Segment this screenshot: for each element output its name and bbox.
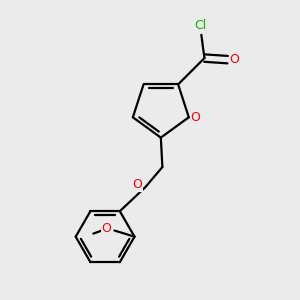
Text: Cl: Cl — [195, 19, 207, 32]
Text: O: O — [230, 53, 239, 66]
Text: O: O — [102, 222, 112, 236]
Text: O: O — [132, 178, 142, 191]
Text: O: O — [191, 111, 201, 124]
